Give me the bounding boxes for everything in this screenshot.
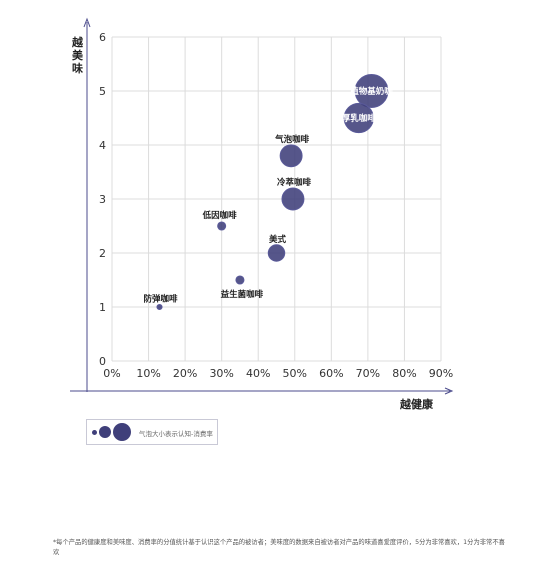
y-tick-label: 4	[99, 139, 106, 152]
bubble-label: 厚乳咖啡	[342, 113, 377, 124]
y-tick-label: 6	[99, 31, 106, 44]
legend: 气泡大小表示认知-消费率	[86, 419, 218, 445]
x-tick-label: 40%	[246, 367, 270, 380]
axes	[70, 17, 454, 395]
bubble	[343, 102, 374, 134]
y-axis-arrow	[83, 17, 91, 28]
bubble	[279, 144, 303, 168]
x-tick-label: 80%	[392, 367, 416, 380]
x-tick-label: 10%	[136, 367, 160, 380]
bubble	[267, 244, 286, 262]
tick-labels: 0% 10% 20% 30% 40% 50% 60% 70% 80% 90% 0 1 2 3 4 5 6	[99, 31, 453, 380]
bubble	[354, 74, 389, 108]
bubble-label: 气泡咖啡	[274, 134, 310, 145]
bubble	[156, 303, 163, 311]
bubble-label: 益生菌咖啡	[221, 289, 264, 300]
footnote: *每个产品的健康度和美味度、消费率的分值统计基于认识这个产品的被访者；美味度的数…	[53, 539, 505, 556]
bubble-label: 植物基奶咖	[349, 86, 393, 97]
x-tick-label: 70%	[356, 367, 380, 380]
legend-dot-small	[92, 430, 97, 435]
bubbles	[156, 74, 389, 311]
x-tick-label: 90%	[429, 367, 453, 380]
y-tick-label: 3	[99, 193, 106, 206]
x-axis-arrow	[444, 387, 454, 395]
x-axis-title: 越健康	[399, 397, 434, 411]
y-axis-title: 越美味	[71, 35, 84, 75]
legend-dot-medium	[99, 426, 111, 438]
bubble-label: 美式	[269, 234, 287, 245]
bubble	[217, 221, 227, 231]
bubble-label: 冷萃咖啡	[277, 177, 312, 188]
y-tick-label: 2	[99, 247, 106, 260]
bubble-label: 防弹咖啡	[144, 293, 179, 304]
x-tick-label: 60%	[319, 367, 343, 380]
x-tick-label: 20%	[173, 367, 197, 380]
bubble-label: 低因咖啡	[202, 210, 238, 221]
x-tick-label: 30%	[209, 367, 233, 380]
y-tick-label: 0	[99, 355, 106, 368]
y-tick-label: 1	[99, 301, 106, 314]
grid	[111, 36, 442, 362]
x-tick-label: 50%	[283, 367, 307, 380]
y-tick-label: 5	[99, 85, 106, 98]
bubble	[235, 275, 245, 285]
bubble	[281, 187, 305, 211]
x-tick-label: 0%	[103, 367, 120, 380]
legend-text: 气泡大小表示认知-消费率	[139, 430, 213, 438]
legend-dot-large	[113, 423, 131, 441]
